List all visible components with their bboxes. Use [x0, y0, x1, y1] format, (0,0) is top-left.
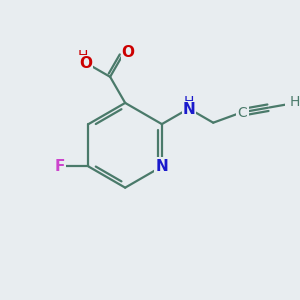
Text: N: N [182, 102, 195, 117]
Text: H: H [289, 95, 300, 109]
Text: C: C [238, 106, 248, 120]
Text: N: N [155, 159, 168, 174]
Text: H: H [77, 49, 88, 63]
Text: O: O [79, 56, 92, 71]
Text: O: O [122, 45, 134, 60]
Text: H: H [184, 95, 194, 109]
Text: F: F [55, 159, 65, 174]
